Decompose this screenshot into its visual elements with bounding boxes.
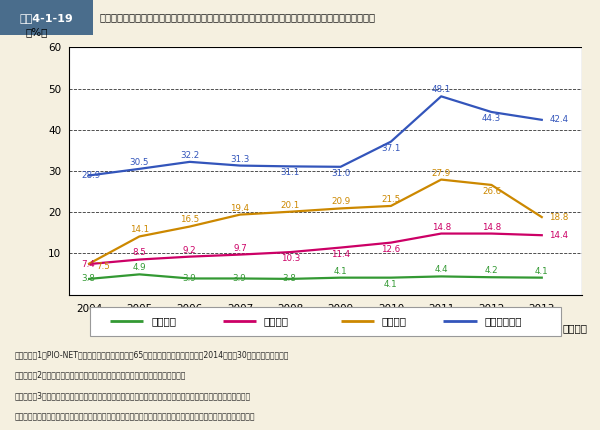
Text: 31.3: 31.3 (230, 154, 250, 163)
Text: 4.1: 4.1 (384, 280, 398, 289)
Text: 7.5: 7.5 (97, 261, 110, 270)
Text: 4.1: 4.1 (334, 267, 347, 276)
Text: 10.3: 10.3 (281, 254, 300, 263)
Text: 2．全体に占める「まだ契約・申込みしていない」相談の割合を集計。: 2．全体に占める「まだ契約・申込みしていない」相談の割合を集計。 (15, 371, 186, 380)
Text: 14.4: 14.4 (550, 231, 568, 240)
Text: 4.1: 4.1 (535, 267, 548, 276)
Text: 48.1: 48.1 (431, 85, 451, 94)
Text: 3．民法上の契約・申込みではない。例えば、架空請求のように消費者が契約・申込みをしていないの: 3．民法上の契約・申込みではない。例えば、架空請求のように消費者が契約・申込みを… (15, 391, 251, 400)
Text: 20.9: 20.9 (331, 197, 350, 206)
Text: 26.6: 26.6 (482, 187, 501, 196)
Text: 32.2: 32.2 (180, 151, 199, 160)
Text: 28.9: 28.9 (82, 171, 101, 180)
Text: 12.6: 12.6 (382, 245, 400, 254)
Text: 19.4: 19.4 (230, 203, 250, 212)
Text: に請求を受けているケースについても、本集計においては「既に契約・申込みした」と整理している。: に請求を受けているケースについても、本集計においては「既に契約・申込みした」と整… (15, 412, 256, 421)
Text: （年度）: （年度） (562, 323, 587, 333)
Text: （備考）　1．PIO-NETに登録された契約当事者が65歳以上の消費生活相談情報（2014年４月30日までの登録分）。: （備考） 1．PIO-NETに登録された契約当事者が65歳以上の消費生活相談情報… (15, 350, 289, 359)
Text: 11.4: 11.4 (331, 250, 350, 258)
Text: 電話勧誘販売: 電話勧誘販売 (485, 316, 522, 326)
Text: 14.8: 14.8 (431, 222, 451, 231)
Text: 図表4-1-19: 図表4-1-19 (20, 12, 73, 23)
Text: 3.9: 3.9 (232, 274, 246, 283)
Text: 37.1: 37.1 (381, 144, 401, 153)
Bar (0, 0, 93, 35)
Text: 訪問販売: 訪問販売 (264, 316, 289, 326)
Text: 21.5: 21.5 (381, 195, 401, 204)
Text: 4.9: 4.9 (133, 263, 146, 272)
Text: 9.2: 9.2 (183, 246, 197, 255)
Text: 27.9: 27.9 (431, 169, 451, 178)
Text: 4.4: 4.4 (434, 265, 448, 274)
Text: 3.8: 3.8 (283, 274, 296, 283)
Text: 高齢者に関する相談で「まだ契約・申込みしていない」段階での相談は、特に「電話勧誘販売」で多い: 高齢者に関する相談で「まだ契約・申込みしていない」段階での相談は、特に「電話勧誘… (99, 12, 375, 23)
Text: 9.7: 9.7 (233, 243, 247, 252)
Text: 16.5: 16.5 (180, 215, 199, 224)
Text: 通信販売: 通信販売 (382, 316, 407, 326)
Text: 31.1: 31.1 (281, 169, 300, 178)
Text: 店舗購入: 店舗購入 (151, 316, 176, 326)
Text: 20.1: 20.1 (281, 201, 300, 210)
Text: 7.4: 7.4 (82, 260, 95, 269)
Text: 8.5: 8.5 (133, 249, 146, 258)
Text: （%）: （%） (25, 28, 48, 37)
Text: 42.4: 42.4 (550, 115, 568, 124)
Text: 14.8: 14.8 (482, 222, 501, 231)
Text: 14.1: 14.1 (130, 225, 149, 234)
Text: 3.9: 3.9 (182, 274, 196, 283)
Text: 3.8: 3.8 (82, 274, 95, 283)
Text: 30.5: 30.5 (130, 158, 149, 167)
Text: 44.3: 44.3 (482, 114, 501, 123)
Text: 31.0: 31.0 (331, 169, 350, 178)
Text: 18.8: 18.8 (550, 212, 569, 221)
Text: 4.2: 4.2 (485, 266, 498, 275)
